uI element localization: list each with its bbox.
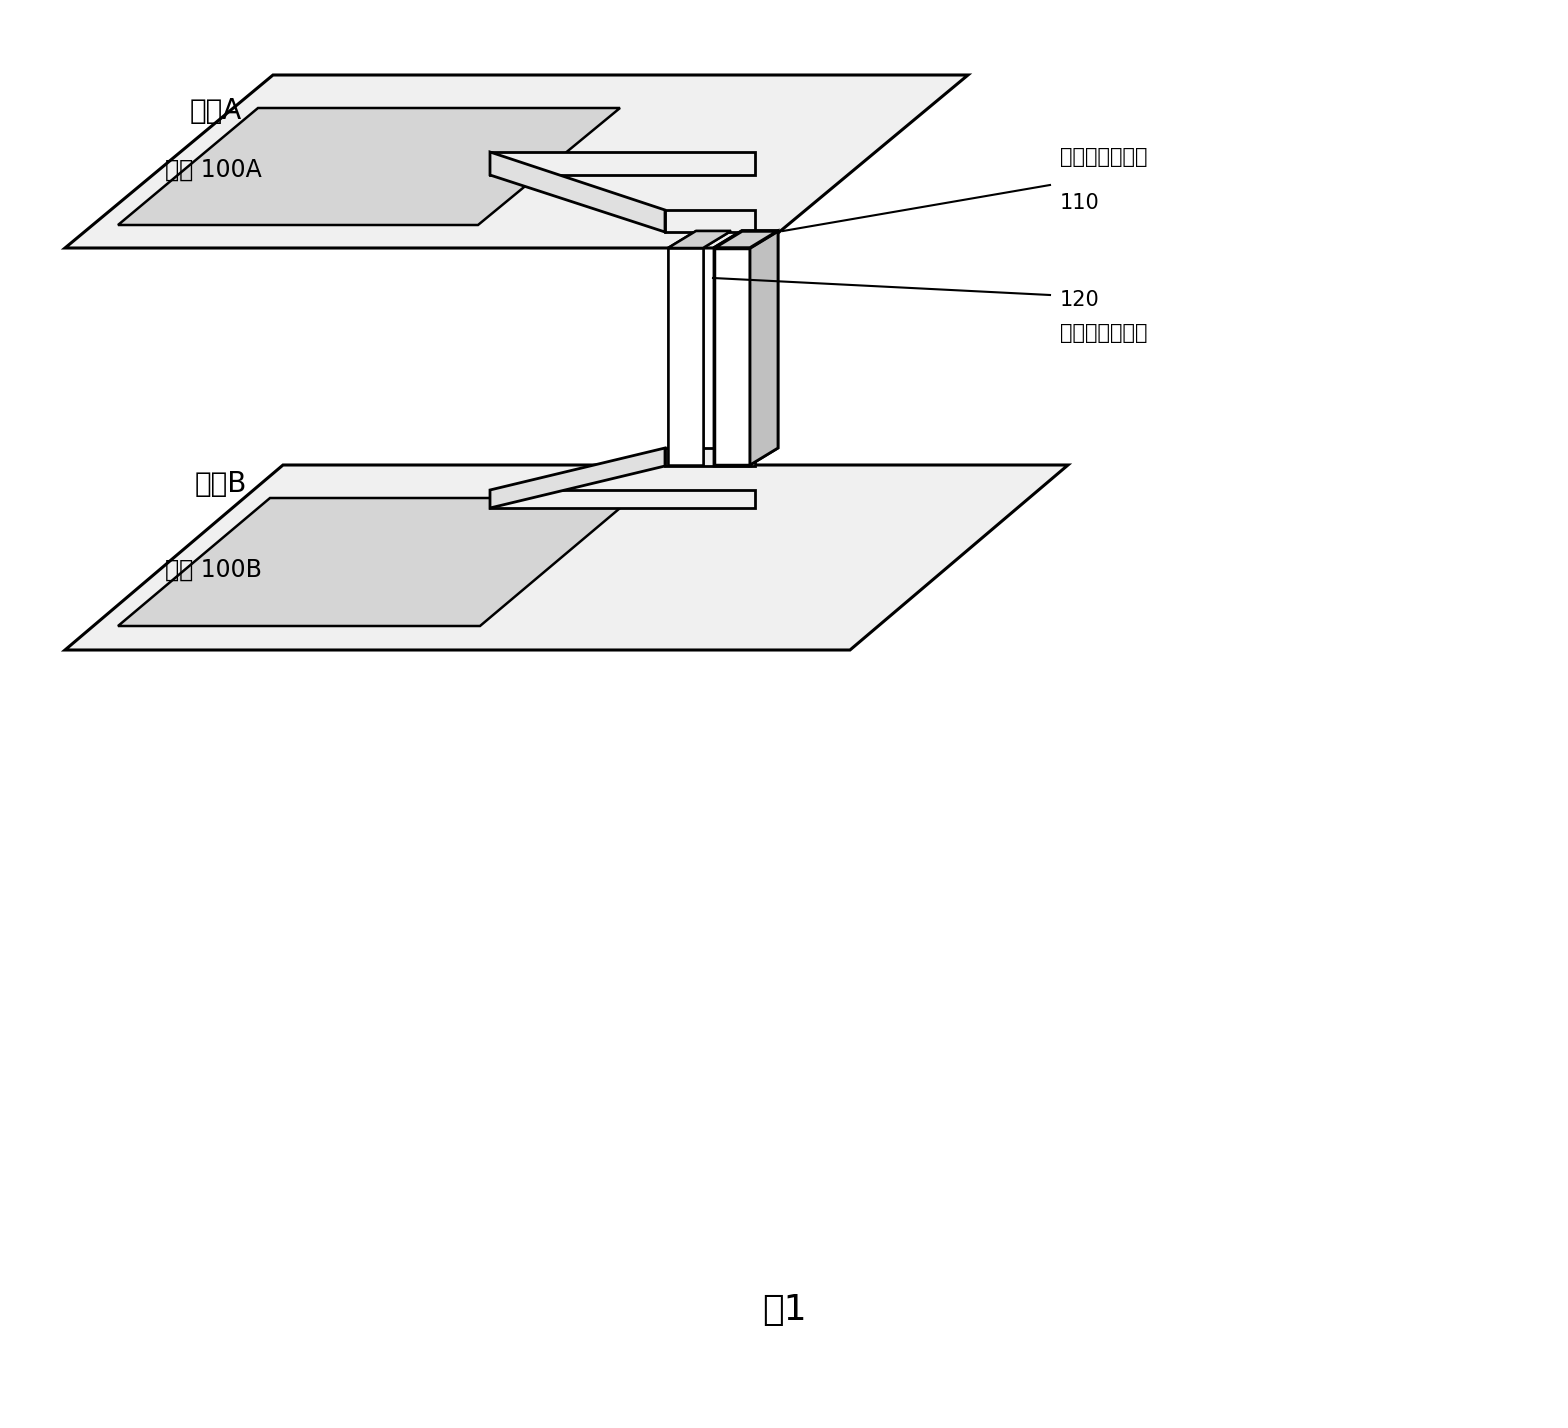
Text: 图1: 图1 [762, 1292, 806, 1327]
Polygon shape [489, 490, 756, 508]
Text: 电路 100A: 电路 100A [165, 159, 262, 181]
Polygon shape [64, 76, 967, 248]
Polygon shape [713, 231, 778, 248]
Polygon shape [665, 448, 756, 466]
Polygon shape [118, 498, 632, 625]
Text: 电路 100B: 电路 100B [165, 558, 262, 583]
Polygon shape [713, 231, 778, 248]
Polygon shape [64, 466, 1068, 650]
Text: 120: 120 [1060, 290, 1099, 310]
Polygon shape [668, 231, 731, 248]
Text: 110: 110 [1060, 193, 1099, 213]
Text: 芯片A: 芯片A [190, 97, 241, 126]
Polygon shape [489, 151, 665, 231]
Text: 芯片B: 芯片B [194, 470, 248, 498]
Polygon shape [489, 448, 665, 508]
Text: 预备芯片间互连: 预备芯片间互连 [1060, 323, 1148, 343]
Polygon shape [118, 109, 619, 226]
Polygon shape [489, 151, 756, 176]
Polygon shape [665, 210, 756, 231]
Polygon shape [713, 248, 750, 466]
Polygon shape [750, 231, 778, 466]
Polygon shape [668, 248, 702, 466]
Polygon shape [668, 231, 731, 248]
Polygon shape [750, 231, 778, 466]
Polygon shape [713, 248, 750, 466]
Polygon shape [668, 248, 702, 466]
Text: 常备芯片间互连: 常备芯片间互连 [1060, 147, 1148, 167]
